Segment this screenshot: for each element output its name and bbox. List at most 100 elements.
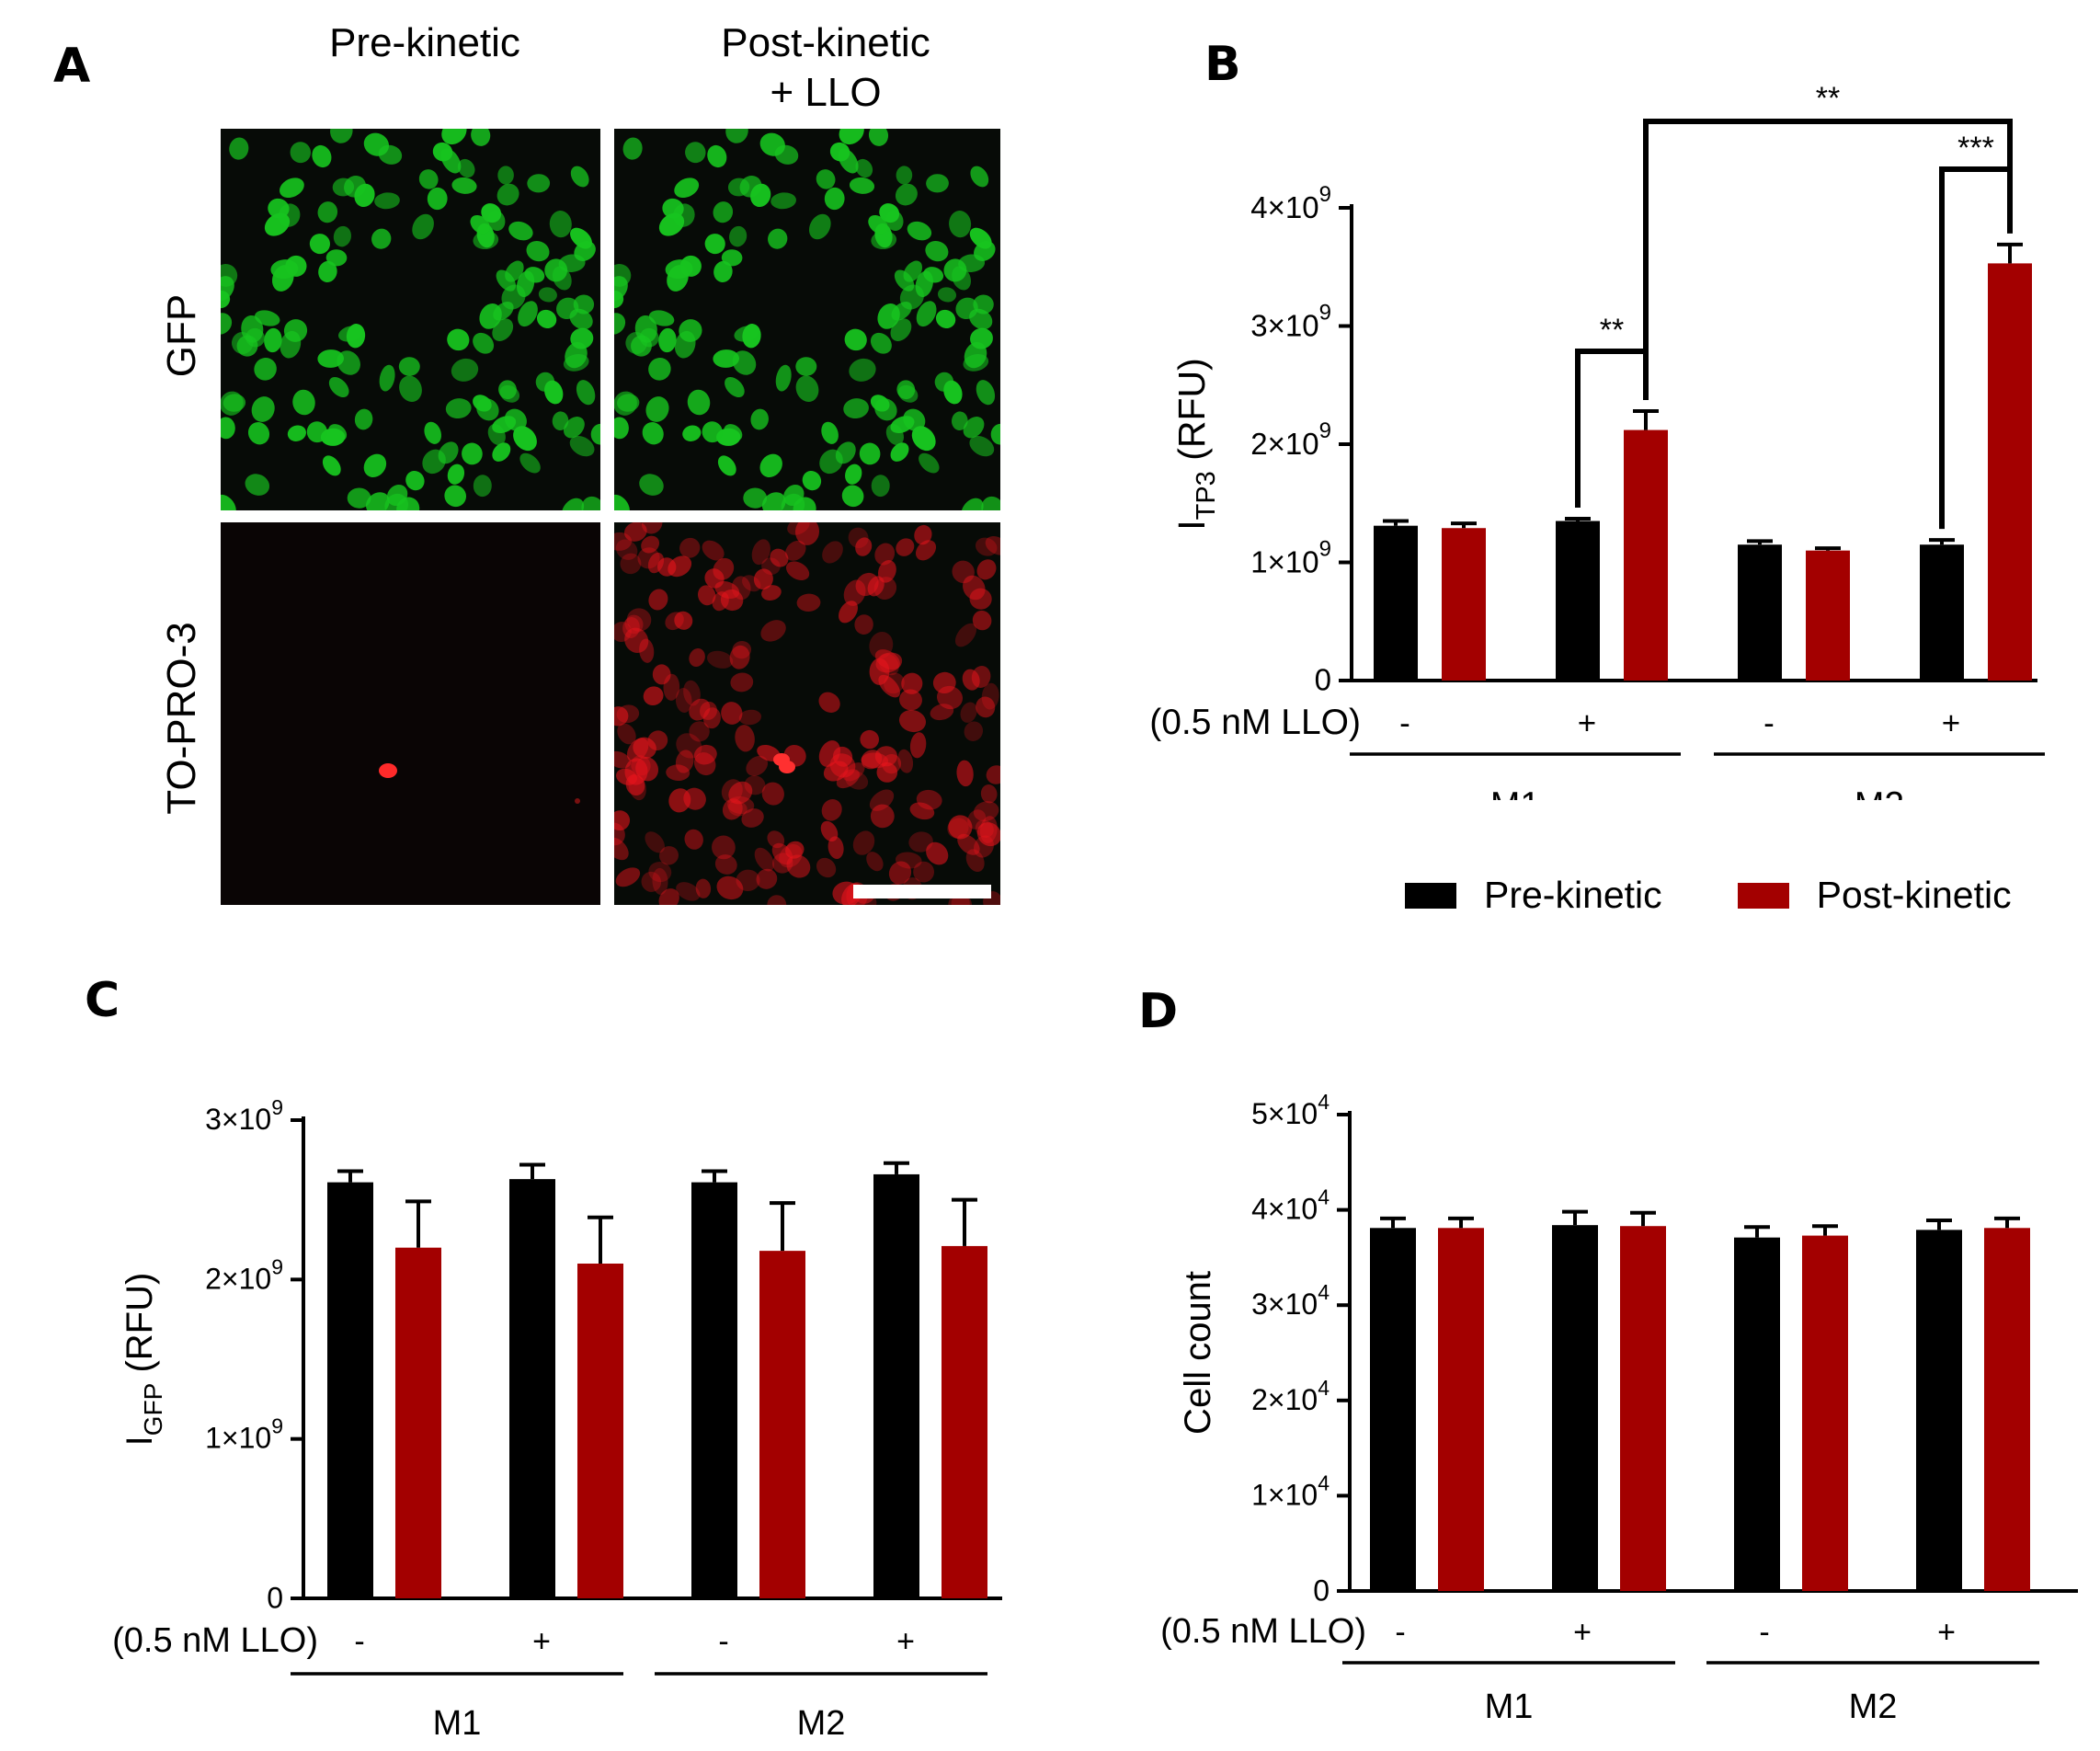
nucleus — [845, 464, 862, 485]
bar — [1920, 544, 1964, 681]
nucleus — [641, 535, 660, 554]
nucleus — [816, 169, 836, 189]
nucleus — [641, 522, 663, 534]
nucleus — [441, 129, 467, 145]
legend-item-post: Post-kinetic — [1737, 874, 2012, 917]
nucleus — [675, 688, 692, 713]
bar — [1988, 263, 2032, 681]
nucleus — [841, 485, 864, 508]
nucleus — [785, 561, 810, 581]
nucleus — [396, 497, 420, 510]
nucleus — [972, 610, 992, 631]
nucleus — [481, 203, 502, 223]
bar — [509, 1179, 555, 1598]
y-tick-label: 5×104 — [1251, 1090, 1330, 1130]
nucleus — [948, 893, 973, 905]
nucleus — [473, 395, 492, 412]
nucleus — [689, 648, 705, 667]
nucleus — [888, 861, 912, 885]
nucleus — [617, 723, 636, 745]
nucleus — [562, 498, 585, 510]
nucleus — [873, 577, 897, 601]
nucleus — [897, 384, 919, 403]
nucleus — [427, 187, 448, 211]
nucleus — [622, 137, 643, 160]
nucleus — [473, 475, 492, 498]
nucleus — [648, 357, 671, 381]
nucleus — [926, 174, 949, 193]
treatment-label: - — [1763, 705, 1775, 741]
nucleus — [346, 324, 366, 349]
nucleus — [432, 142, 453, 162]
nucleus — [730, 672, 754, 692]
nucleus — [951, 894, 970, 905]
chart-b: 0 1×109 2×109 3×109 4×109 ITP3 (RFU) - + - + (0.5 … — [1149, 81, 2045, 800]
nucleus — [876, 761, 898, 783]
nucleus — [937, 287, 957, 303]
legend-label-pre: Pre-kinetic — [1484, 874, 1662, 916]
treatment-label: - — [1759, 1615, 1769, 1650]
nucleus — [221, 417, 235, 440]
row-label-gfp: GFP — [159, 293, 204, 378]
nucleus — [907, 221, 932, 241]
nucleus — [926, 841, 949, 865]
nucleus — [647, 552, 665, 574]
nucleus — [925, 240, 949, 262]
nucleus — [964, 721, 984, 741]
nucleus — [374, 192, 400, 210]
nucleus — [347, 487, 371, 509]
nucleus — [623, 522, 647, 542]
nucleus — [254, 310, 280, 326]
nucleus — [492, 442, 511, 462]
nucleus — [728, 781, 753, 805]
nucleus — [451, 358, 479, 382]
nucleus — [535, 372, 555, 392]
nucleus — [956, 760, 974, 787]
nucleus — [451, 177, 477, 194]
nucleus — [645, 396, 669, 422]
nucleus — [874, 543, 896, 566]
scale-bar — [853, 885, 991, 898]
y-tick-label: 2×109 — [1250, 418, 1331, 460]
nucleus — [624, 627, 649, 653]
nucleus — [969, 435, 995, 457]
nucleus — [735, 725, 755, 752]
nucleus — [229, 137, 249, 160]
y-tick-label: 1×109 — [205, 1414, 283, 1455]
nucleus — [960, 702, 977, 723]
nucleus — [761, 782, 784, 806]
bar — [1984, 1228, 2030, 1591]
nucleus — [245, 474, 270, 496]
nucleus — [223, 394, 246, 412]
bar — [1552, 1225, 1598, 1591]
nucleus — [794, 522, 820, 545]
nucleus — [961, 498, 984, 510]
nucleus — [487, 424, 506, 446]
nucleus — [687, 389, 711, 416]
nucleus — [832, 881, 860, 905]
bar — [1806, 550, 1850, 681]
nucleus — [897, 749, 914, 773]
nucleus — [363, 132, 390, 156]
nucleus — [969, 588, 992, 610]
nucleus — [909, 802, 935, 820]
column-header-post: Post-kinetic + LLO — [721, 20, 930, 115]
nucleus — [538, 287, 557, 303]
nucleus — [726, 795, 755, 815]
nucleus — [937, 685, 963, 710]
nucleus — [707, 144, 727, 168]
bar — [1438, 1228, 1484, 1591]
faint-nucleus — [575, 798, 580, 804]
nucleus — [504, 408, 527, 431]
nucleus — [221, 313, 233, 335]
nucleus — [976, 822, 1000, 847]
nucleus — [742, 324, 761, 349]
legend-swatch-pre — [1405, 882, 1456, 909]
nucleus — [903, 408, 926, 431]
y-axis-label: IGFP (RFU) — [120, 1273, 167, 1447]
nucleus — [741, 808, 764, 828]
nucleus — [824, 187, 845, 211]
nucleus — [895, 852, 922, 869]
nucleus — [614, 276, 628, 302]
nucleus — [821, 798, 842, 821]
